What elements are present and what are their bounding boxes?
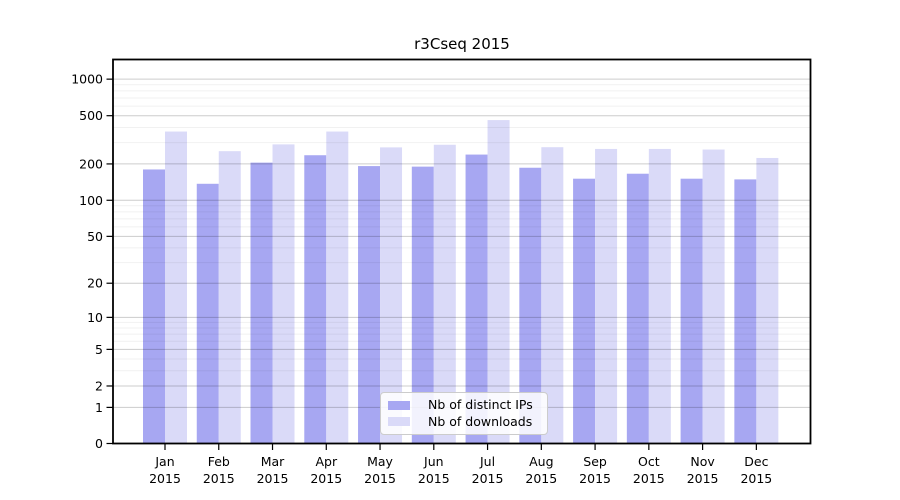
bar-nb-of-distinct-ips-apr xyxy=(304,155,327,444)
legend-item-downloads: Nb of downloads xyxy=(388,415,547,429)
bar-nb-of-distinct-ips-jun xyxy=(411,166,434,444)
x-tick-sublabel-oct: 2015 xyxy=(633,471,665,486)
x-tick-sublabel-aug: 2015 xyxy=(525,471,557,486)
chart-title: r3Cseq 2015 xyxy=(414,35,510,53)
bar-nb-of-downloads-jan xyxy=(165,131,187,444)
x-tick-label-dec: Dec xyxy=(744,454,768,469)
x-tick-sublabel-jun: 2015 xyxy=(418,471,450,486)
bar-nb-of-distinct-ips-nov xyxy=(680,178,703,444)
y-tick-label-1: 1 xyxy=(95,400,103,415)
legend-swatch-distinct-ips xyxy=(388,400,410,410)
x-tick-label-nov: Nov xyxy=(690,454,715,469)
bar-nb-of-distinct-ips-dec xyxy=(734,179,757,444)
legend: Nb of distinct IPs Nb of downloads xyxy=(380,392,548,435)
bar-nb-of-downloads-aug xyxy=(541,147,564,444)
x-tick-sublabel-jul: 2015 xyxy=(472,471,504,486)
y-tick-label-100: 100 xyxy=(79,193,103,208)
bar-nb-of-downloads-dec xyxy=(756,157,779,444)
x-tick-label-jul: Jul xyxy=(479,454,495,469)
bar-nb-of-distinct-ips-sep xyxy=(573,178,596,444)
x-tick-sublabel-dec: 2015 xyxy=(740,471,772,486)
bar-nb-of-distinct-ips-oct xyxy=(626,173,649,444)
x-tick-label-sep: Sep xyxy=(583,454,607,469)
bar-nb-of-downloads-jun xyxy=(433,144,456,444)
bar-nb-of-downloads-jul xyxy=(487,120,510,444)
x-tick-label-aug: Aug xyxy=(529,454,553,469)
legend-item-distinct-ips: Nb of distinct IPs xyxy=(388,398,547,412)
y-tick-label-500: 500 xyxy=(79,108,103,123)
x-tick-sublabel-sep: 2015 xyxy=(579,471,611,486)
y-tick-label-2: 2 xyxy=(95,378,103,393)
bar-nb-of-distinct-ips-mar xyxy=(250,162,273,444)
bar-nb-of-downloads-feb xyxy=(218,151,241,444)
x-tick-sublabel-nov: 2015 xyxy=(687,471,719,486)
bar-nb-of-distinct-ips-jan xyxy=(143,169,165,444)
y-tick-label-20: 20 xyxy=(87,276,103,291)
bar-nb-of-downloads-nov xyxy=(702,149,725,444)
x-tick-label-mar: Mar xyxy=(261,454,285,469)
x-tick-sublabel-may: 2015 xyxy=(364,471,396,486)
y-tick-label-200: 200 xyxy=(79,156,103,171)
bar-nb-of-distinct-ips-jul xyxy=(465,154,488,444)
bar-nb-of-distinct-ips-aug xyxy=(519,167,542,444)
x-tick-label-jan: Jan xyxy=(154,454,174,469)
x-tick-sublabel-apr: 2015 xyxy=(310,471,342,486)
bar-nb-of-distinct-ips-feb xyxy=(196,183,219,444)
bar-nb-of-downloads-sep xyxy=(595,148,618,444)
bar-nb-of-downloads-oct xyxy=(648,148,671,444)
y-tick-label-0: 0 xyxy=(95,436,103,451)
y-tick-label-1000: 1000 xyxy=(71,72,103,87)
x-tick-label-apr: Apr xyxy=(315,454,337,469)
x-tick-label-feb: Feb xyxy=(208,454,230,469)
x-tick-label-jun: Jun xyxy=(423,454,444,469)
x-tick-sublabel-jan: 2015 xyxy=(149,471,181,486)
x-tick-label-oct: Oct xyxy=(638,454,660,469)
bar-nb-of-downloads-mar xyxy=(272,144,295,444)
x-tick-label-may: May xyxy=(367,454,393,469)
legend-swatch-downloads xyxy=(388,417,410,427)
bar-nb-of-downloads-apr xyxy=(326,131,349,444)
plot-border xyxy=(112,58,812,445)
bar-nb-of-downloads-may xyxy=(380,147,403,444)
legend-label-downloads: Nb of downloads xyxy=(428,414,533,429)
y-tick-label-50: 50 xyxy=(87,229,103,244)
legend-label-distinct-ips: Nb of distinct IPs xyxy=(428,397,533,413)
x-tick-sublabel-mar: 2015 xyxy=(257,471,289,486)
y-tick-label-10: 10 xyxy=(87,310,103,325)
x-tick-sublabel-feb: 2015 xyxy=(203,471,235,486)
bar-nb-of-distinct-ips-may xyxy=(358,166,381,444)
y-tick-label-5: 5 xyxy=(95,342,103,357)
